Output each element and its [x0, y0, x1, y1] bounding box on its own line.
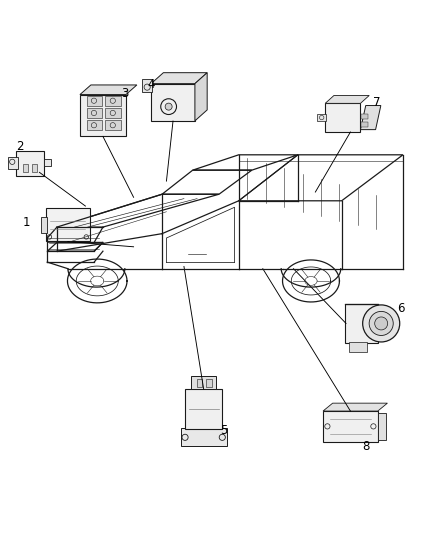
Polygon shape: [151, 72, 207, 84]
Polygon shape: [323, 403, 387, 411]
Bar: [345, 304, 378, 343]
Text: 3: 3: [121, 87, 128, 100]
Bar: [191, 376, 216, 389]
Bar: [325, 103, 360, 132]
Bar: [41, 217, 47, 233]
Polygon shape: [80, 85, 137, 94]
Circle shape: [363, 305, 400, 342]
Circle shape: [369, 311, 393, 335]
Bar: [361, 114, 368, 119]
Bar: [46, 208, 90, 241]
Polygon shape: [325, 95, 369, 103]
Bar: [350, 342, 367, 352]
Text: 4: 4: [147, 78, 155, 91]
Bar: [87, 96, 102, 106]
Circle shape: [374, 317, 388, 330]
Text: 7: 7: [373, 96, 381, 109]
Bar: [16, 151, 44, 176]
Bar: [197, 379, 202, 387]
Bar: [185, 389, 223, 429]
Bar: [8, 157, 18, 169]
Bar: [151, 84, 195, 121]
Text: 8: 8: [362, 440, 369, 453]
Bar: [105, 96, 120, 106]
Bar: [44, 159, 51, 166]
Bar: [23, 165, 28, 172]
Text: 1: 1: [22, 216, 30, 229]
Bar: [142, 79, 152, 92]
Text: 5: 5: [220, 424, 227, 437]
Polygon shape: [360, 106, 381, 130]
Polygon shape: [195, 72, 207, 121]
Bar: [180, 427, 227, 446]
Bar: [87, 108, 102, 118]
Bar: [206, 379, 212, 387]
Bar: [361, 122, 368, 126]
Bar: [105, 108, 120, 118]
Polygon shape: [80, 94, 126, 136]
Bar: [32, 165, 37, 172]
Bar: [317, 114, 326, 121]
Bar: [87, 120, 102, 130]
Bar: [323, 411, 378, 442]
Circle shape: [165, 103, 172, 110]
Bar: [105, 120, 120, 130]
Bar: [378, 413, 386, 440]
Text: 6: 6: [397, 302, 405, 314]
Text: 2: 2: [16, 140, 24, 152]
